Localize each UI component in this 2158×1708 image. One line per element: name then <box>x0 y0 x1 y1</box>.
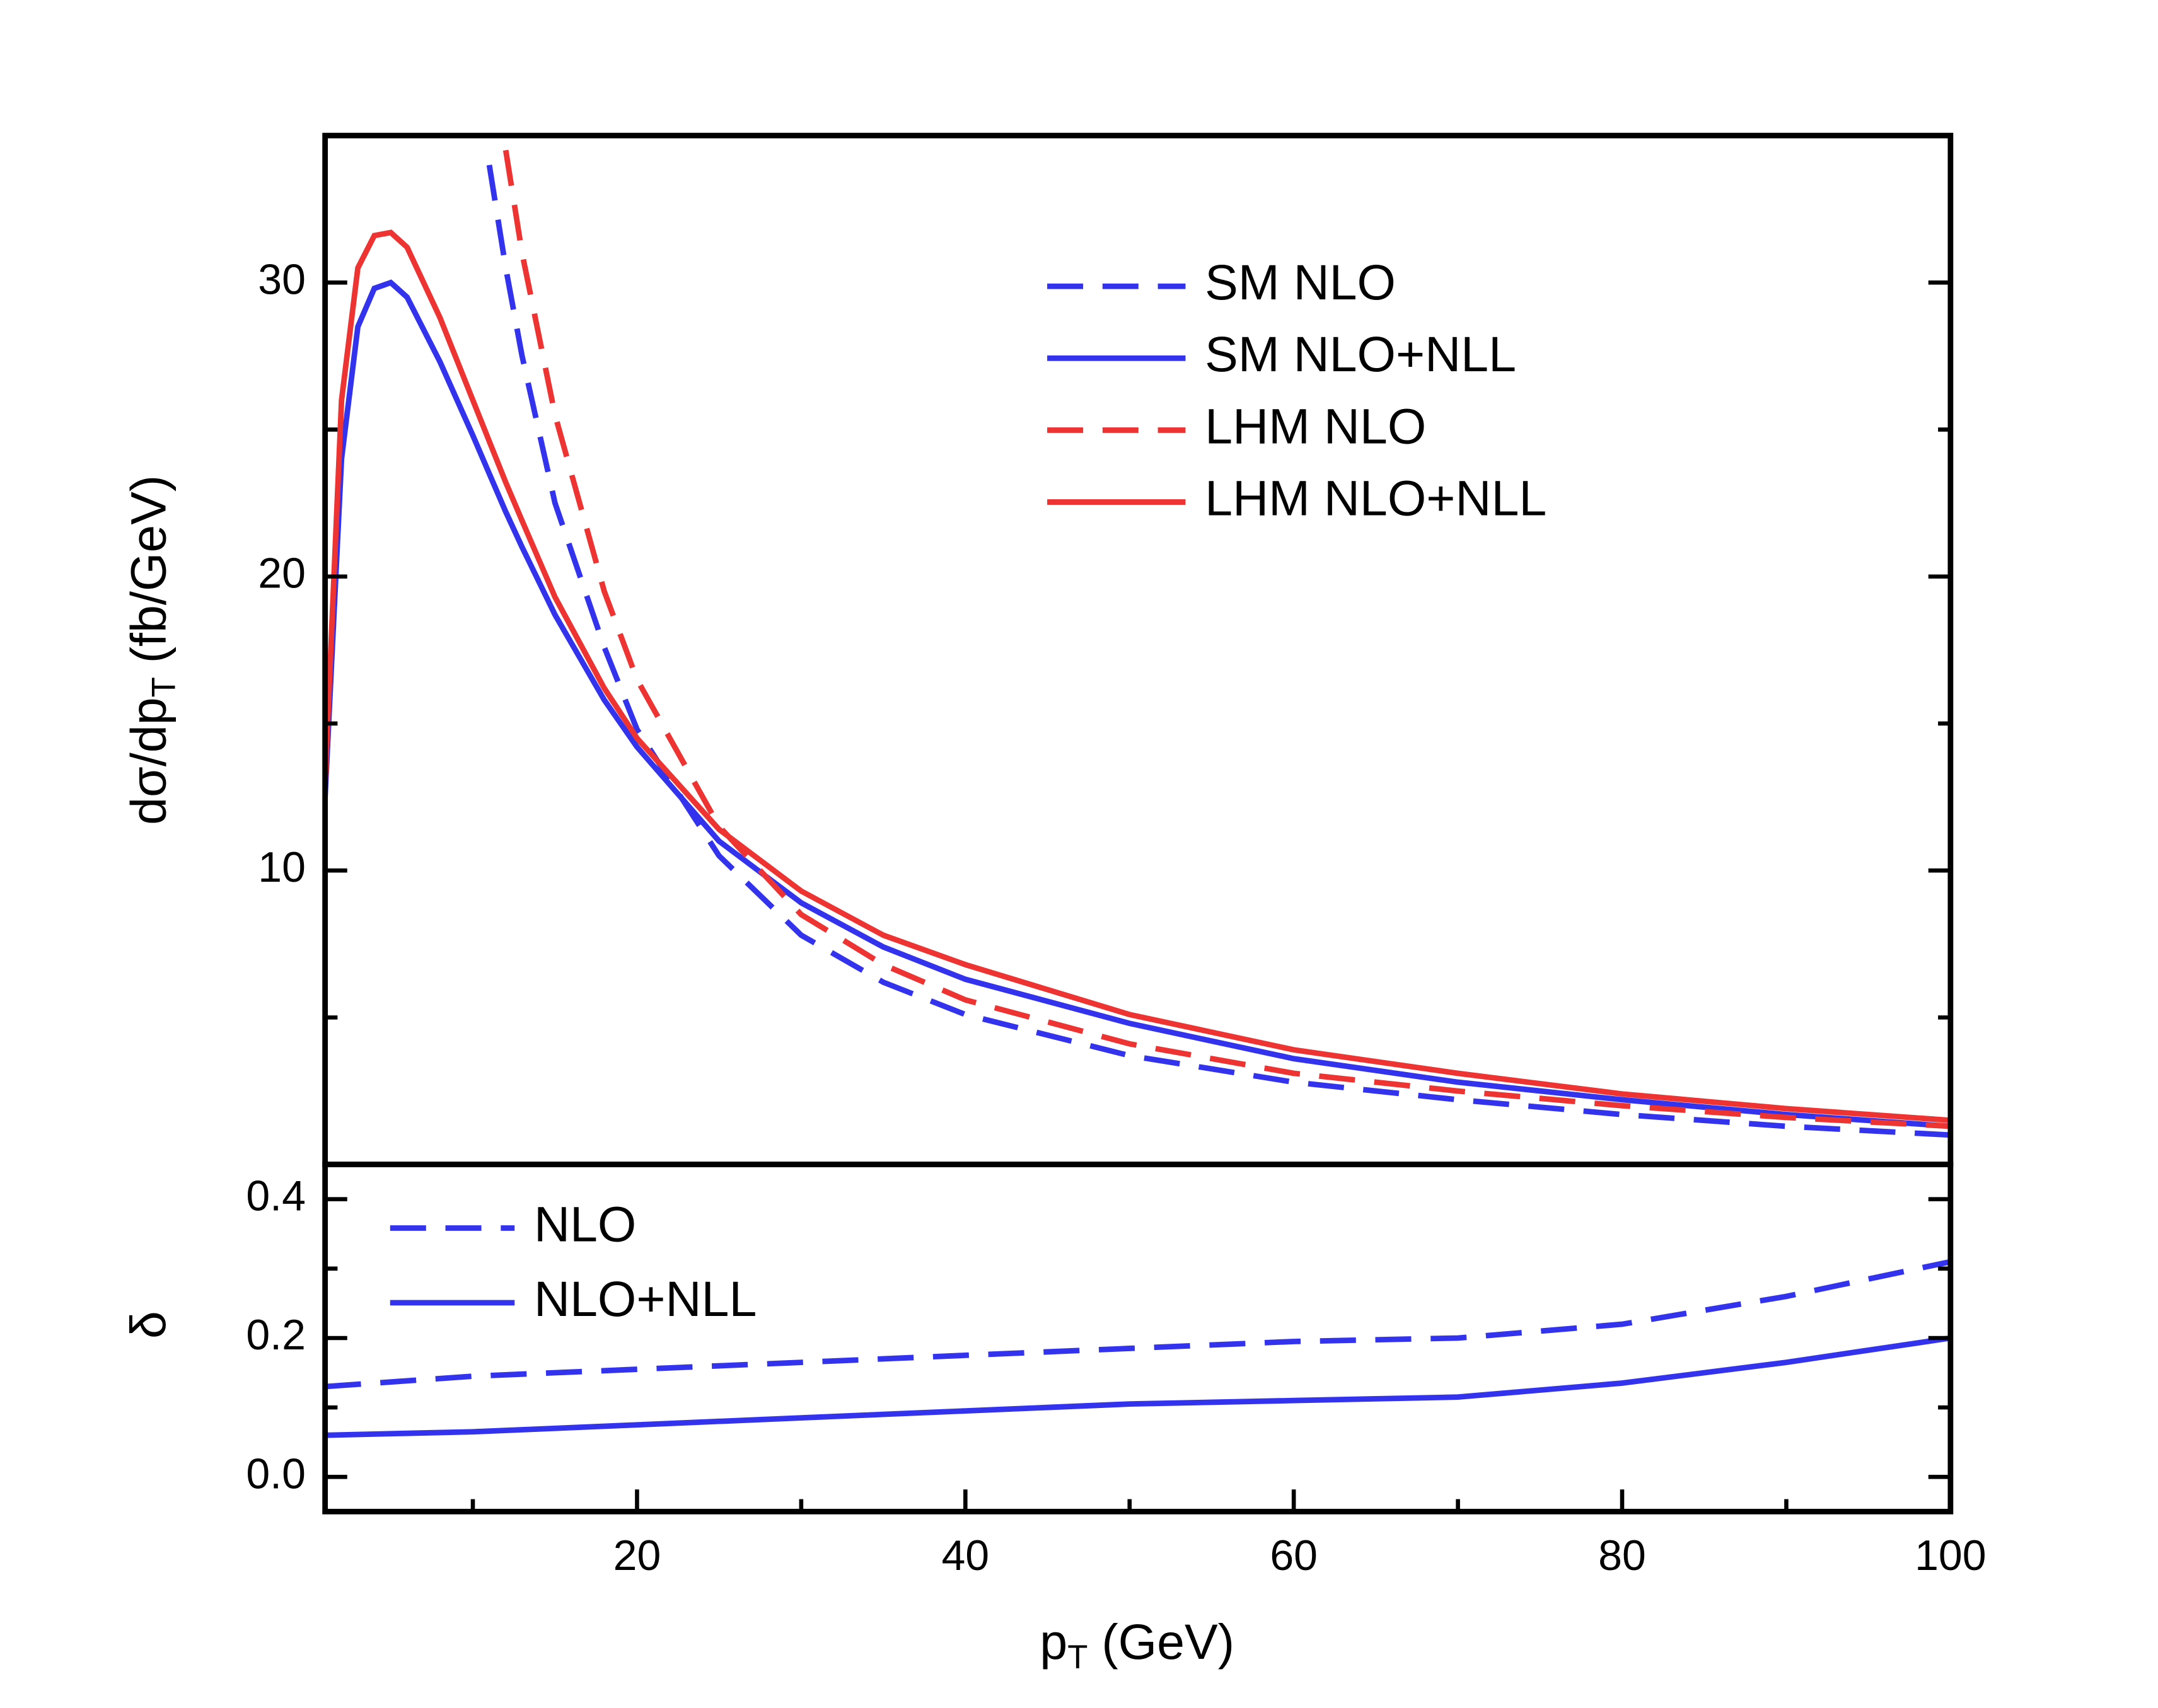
legend-label: NLO <box>534 1196 636 1252</box>
series-line <box>486 164 1951 1138</box>
y-tick-label: 10 <box>258 843 306 891</box>
y-tick-label: 0.4 <box>246 1172 306 1220</box>
y-axis-label: δ <box>120 1311 176 1339</box>
series-line <box>502 149 1951 1129</box>
y-axis-label: dσ/dpT (fb/GeV) <box>120 475 182 825</box>
x-tick-label: 80 <box>1598 1532 1646 1579</box>
y-tick-label: 20 <box>258 550 306 597</box>
y-tick-label: 0.2 <box>246 1311 306 1359</box>
series-line <box>325 229 1951 1123</box>
axes-frame <box>322 132 1954 1167</box>
legend-label: SM NLO+NLL <box>1205 326 1516 382</box>
series-line <box>325 279 1951 1129</box>
x-label-part: (GeV) <box>1088 1613 1234 1670</box>
y-label-part: dσ/dp <box>120 697 176 824</box>
x-axis-label: pT (GeV) <box>1040 1613 1234 1676</box>
y-label-sub: T <box>145 677 182 697</box>
series-line <box>325 1335 1951 1438</box>
y-tick-label: 30 <box>258 255 306 303</box>
x-tick-label: 40 <box>941 1532 989 1579</box>
plot-area <box>325 149 1951 1138</box>
legend-label: NLO+NLL <box>534 1271 757 1327</box>
plot-area <box>325 1259 1951 1438</box>
x-label-sub: T <box>1067 1639 1088 1676</box>
x-tick-label: 100 <box>1915 1532 1986 1579</box>
legend-label: LHM NLO+NLL <box>1205 470 1546 526</box>
legend-label: LHM NLO <box>1205 398 1426 454</box>
legend-label: SM NLO <box>1205 254 1396 310</box>
y-tick-label: 0.0 <box>246 1450 306 1497</box>
axes-frame <box>322 1162 1954 1515</box>
series-line <box>325 1259 1951 1390</box>
x-tick-label: 60 <box>1270 1532 1318 1579</box>
x-tick-label: 20 <box>613 1532 661 1579</box>
x-label-part: p <box>1040 1613 1067 1670</box>
y-label-part: (fb/GeV) <box>120 475 176 677</box>
